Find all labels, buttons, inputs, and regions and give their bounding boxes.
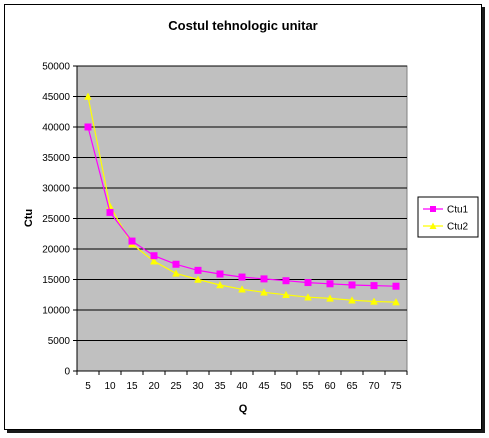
data-point-ctu1	[348, 281, 356, 289]
y-tick-label: 15000	[42, 275, 70, 286]
data-point-ctu2	[172, 269, 180, 277]
data-point-ctu2	[216, 280, 224, 289]
y-tick-label: 5000	[48, 336, 71, 347]
data-point-ctu2	[150, 257, 158, 265]
data-point-ctu2	[326, 294, 334, 302]
y-axis-label: Ctu	[23, 209, 35, 227]
x-tick-label: 10	[104, 381, 116, 392]
data-point-ctu1	[128, 237, 136, 245]
x-tick-label: 15	[126, 381, 138, 392]
data-point-ctu1	[106, 208, 114, 216]
data-point-ctu2	[370, 297, 378, 305]
data-point-ctu1	[260, 275, 268, 283]
x-tick-label: 65	[346, 381, 358, 392]
x-tick-label: 30	[192, 381, 204, 392]
legend-marker-ctu1	[430, 206, 436, 212]
y-tick-label: 35000	[42, 153, 70, 164]
y-tick-label: 45000	[42, 92, 70, 103]
data-point-ctu1	[304, 279, 312, 287]
data-point-ctu2	[194, 275, 202, 283]
legend-label-ctu1: Ctu1	[447, 205, 469, 216]
x-tick-label: 60	[324, 381, 336, 392]
data-point-ctu1	[150, 252, 158, 260]
data-point-ctu1	[370, 282, 378, 290]
x-tick-label: 75	[390, 381, 402, 392]
legend: Ctu1 Ctu2	[417, 196, 479, 238]
data-point-ctu1	[172, 260, 180, 268]
data-point-ctu1	[238, 273, 246, 281]
x-tick-label: 50	[280, 381, 292, 392]
data-point-ctu2	[238, 285, 246, 293]
data-point-ctu2	[348, 296, 356, 304]
y-tick-label: 25000	[42, 214, 70, 225]
data-point-ctu1	[392, 282, 400, 290]
data-point-ctu2	[304, 293, 312, 301]
data-point-ctu1	[194, 266, 202, 274]
y-tick-label: 30000	[42, 184, 70, 195]
data-point-ctu1	[84, 123, 92, 131]
data-point-ctu2	[282, 290, 290, 298]
x-tick-label: 35	[214, 381, 226, 392]
y-tick-label: 0	[64, 367, 70, 378]
legend-label-ctu2: Ctu2	[447, 222, 469, 233]
legend-marker-ctu2	[429, 222, 437, 229]
x-axis-label: Q	[239, 403, 248, 415]
data-point-ctu2	[84, 92, 92, 100]
data-point-ctu2	[392, 298, 400, 306]
y-tick-label: 50000	[42, 62, 70, 73]
data-point-ctu2	[260, 288, 268, 296]
x-tick-label: 5	[85, 381, 91, 392]
y-tick-label: 10000	[42, 306, 70, 317]
x-tick-label: 70	[368, 381, 380, 392]
legend-box	[417, 196, 479, 238]
x-tick-label: 20	[148, 381, 160, 392]
plot-area: 0 5000 10000 15000 20000 25000 30000 35000 40000…	[42, 62, 408, 392]
data-point-ctu1	[326, 280, 334, 288]
data-point-ctu1	[282, 277, 290, 285]
y-tick-label: 20000	[42, 245, 70, 256]
chart-title: Costul tehnologic unitar	[168, 18, 318, 33]
x-tick-label: 45	[258, 381, 270, 392]
x-tick-label: 40	[236, 381, 248, 392]
x-tick-label: 55	[302, 381, 314, 392]
data-point-ctu1	[216, 270, 224, 278]
x-tick-label: 25	[170, 381, 182, 392]
y-tick-label: 40000	[42, 123, 70, 134]
